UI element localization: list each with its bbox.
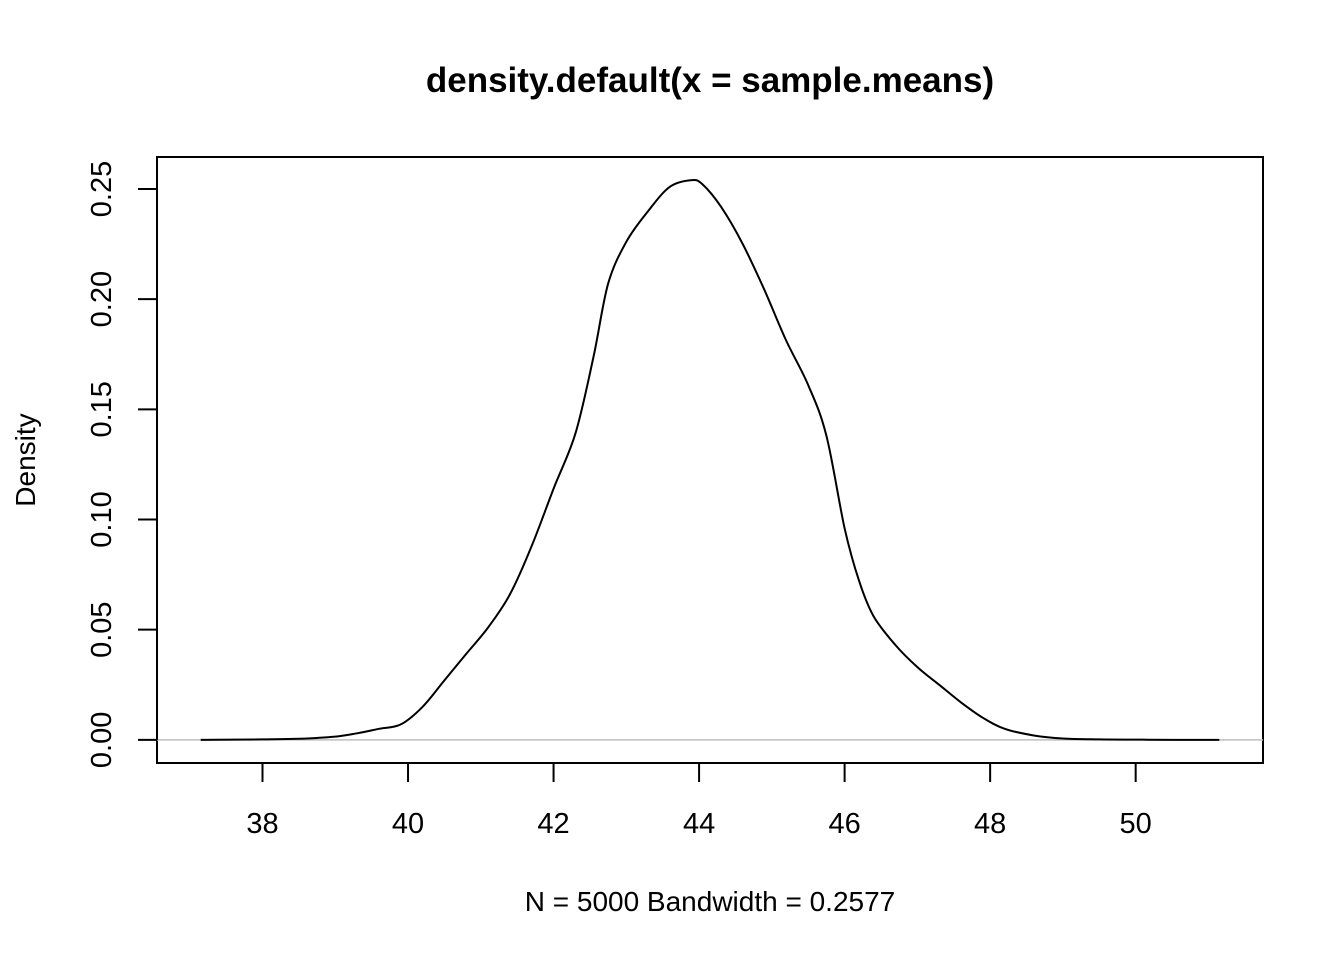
chart-title: density.default(x = sample.means) (426, 61, 994, 100)
x-tick-label: 50 (1120, 808, 1152, 840)
x-tick-label: 44 (683, 808, 715, 840)
y-tick-label: 0.10 (86, 491, 118, 547)
x-tick-label: 38 (246, 808, 278, 840)
x-tick-label: 48 (974, 808, 1006, 840)
x-tick-label: 40 (392, 808, 424, 840)
x-axis: 38 40 42 44 46 48 50 (246, 762, 1152, 840)
y-axis-label: Density (10, 413, 41, 506)
y-tick-label: 0.00 (86, 712, 118, 768)
y-axis: 0.00 0.05 0.10 0.15 0.20 0.25 (86, 161, 158, 768)
x-axis-label: N = 5000 Bandwidth = 0.2577 (525, 886, 896, 917)
y-tick-label: 0.05 (86, 601, 118, 657)
x-tick-label: 46 (828, 808, 860, 840)
x-tick-label: 42 (537, 808, 569, 840)
y-tick-label: 0.15 (86, 381, 118, 437)
plot-frame (156, 156, 1264, 764)
density-curve (200, 179, 1220, 741)
y-tick-label: 0.20 (86, 271, 118, 327)
y-tick-label: 0.25 (86, 161, 118, 217)
